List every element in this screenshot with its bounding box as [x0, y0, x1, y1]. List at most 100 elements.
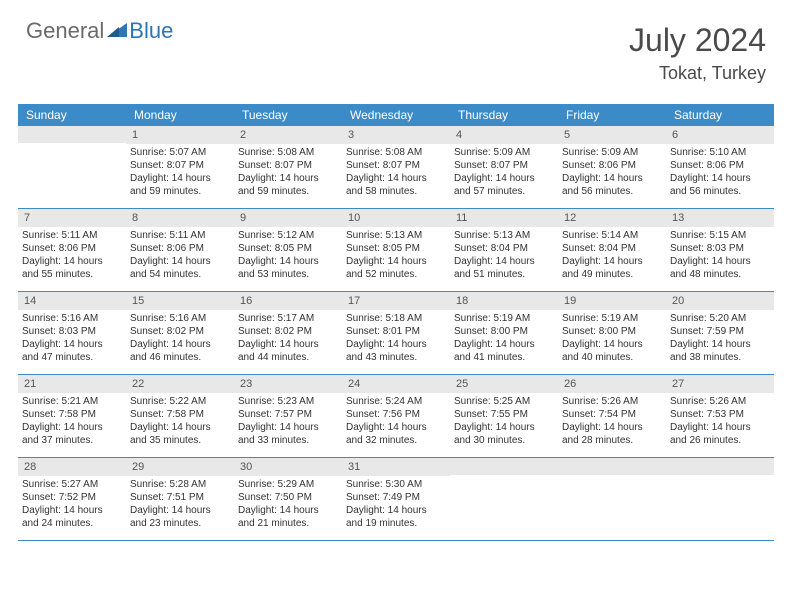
day-line: and 54 minutes. — [130, 268, 230, 281]
day-body: Sunrise: 5:16 AMSunset: 8:02 PMDaylight:… — [126, 310, 234, 370]
day-cell: 5Sunrise: 5:09 AMSunset: 8:06 PMDaylight… — [558, 126, 666, 208]
day-line: Sunrise: 5:16 AM — [130, 312, 230, 325]
day-line: Daylight: 14 hours — [238, 255, 338, 268]
day-line: and 44 minutes. — [238, 351, 338, 364]
header: July 2024 Tokat, Turkey — [629, 22, 766, 84]
day-line: Sunset: 8:04 PM — [562, 242, 662, 255]
day-number: 12 — [558, 209, 666, 227]
day-cell: 20Sunrise: 5:20 AMSunset: 7:59 PMDayligh… — [666, 292, 774, 374]
day-line: and 52 minutes. — [346, 268, 446, 281]
day-body: Sunrise: 5:09 AMSunset: 8:07 PMDaylight:… — [450, 144, 558, 204]
day-body: Sunrise: 5:08 AMSunset: 8:07 PMDaylight:… — [234, 144, 342, 204]
day-cell: 31Sunrise: 5:30 AMSunset: 7:49 PMDayligh… — [342, 458, 450, 540]
day-line: and 33 minutes. — [238, 434, 338, 447]
location: Tokat, Turkey — [629, 63, 766, 84]
day-line: Daylight: 14 hours — [562, 338, 662, 351]
logo-text-part1: General — [26, 18, 104, 44]
weekday-header-cell: Sunday — [18, 104, 126, 126]
day-cell — [666, 458, 774, 540]
day-line: Daylight: 14 hours — [130, 504, 230, 517]
day-cell: 28Sunrise: 5:27 AMSunset: 7:52 PMDayligh… — [18, 458, 126, 540]
day-number: 5 — [558, 126, 666, 144]
day-cell: 25Sunrise: 5:25 AMSunset: 7:55 PMDayligh… — [450, 375, 558, 457]
day-body: Sunrise: 5:21 AMSunset: 7:58 PMDaylight:… — [18, 393, 126, 453]
day-body: Sunrise: 5:16 AMSunset: 8:03 PMDaylight:… — [18, 310, 126, 370]
day-cell: 14Sunrise: 5:16 AMSunset: 8:03 PMDayligh… — [18, 292, 126, 374]
day-cell: 17Sunrise: 5:18 AMSunset: 8:01 PMDayligh… — [342, 292, 450, 374]
day-body: Sunrise: 5:24 AMSunset: 7:56 PMDaylight:… — [342, 393, 450, 453]
day-line: Sunrise: 5:12 AM — [238, 229, 338, 242]
day-body: Sunrise: 5:11 AMSunset: 8:06 PMDaylight:… — [18, 227, 126, 287]
day-line: and 41 minutes. — [454, 351, 554, 364]
day-line: and 43 minutes. — [346, 351, 446, 364]
day-cell: 3Sunrise: 5:08 AMSunset: 8:07 PMDaylight… — [342, 126, 450, 208]
day-number: 26 — [558, 375, 666, 393]
day-line: Sunset: 8:02 PM — [130, 325, 230, 338]
day-line: Sunrise: 5:08 AM — [238, 146, 338, 159]
day-line: and 26 minutes. — [670, 434, 770, 447]
day-line: Sunrise: 5:30 AM — [346, 478, 446, 491]
day-number — [666, 458, 774, 475]
day-line: Sunrise: 5:26 AM — [562, 395, 662, 408]
weekday-header-cell: Saturday — [666, 104, 774, 126]
day-body: Sunrise: 5:07 AMSunset: 8:07 PMDaylight:… — [126, 144, 234, 204]
day-line: Daylight: 14 hours — [562, 255, 662, 268]
day-line: Sunrise: 5:21 AM — [22, 395, 122, 408]
day-body: Sunrise: 5:23 AMSunset: 7:57 PMDaylight:… — [234, 393, 342, 453]
day-line: Sunset: 8:04 PM — [454, 242, 554, 255]
day-body: Sunrise: 5:19 AMSunset: 8:00 PMDaylight:… — [558, 310, 666, 370]
day-body: Sunrise: 5:09 AMSunset: 8:06 PMDaylight:… — [558, 144, 666, 204]
day-number: 31 — [342, 458, 450, 476]
day-cell: 24Sunrise: 5:24 AMSunset: 7:56 PMDayligh… — [342, 375, 450, 457]
day-line: Daylight: 14 hours — [238, 421, 338, 434]
day-line: Daylight: 14 hours — [22, 504, 122, 517]
day-number: 10 — [342, 209, 450, 227]
day-cell: 23Sunrise: 5:23 AMSunset: 7:57 PMDayligh… — [234, 375, 342, 457]
day-line: Daylight: 14 hours — [22, 421, 122, 434]
day-line: Sunset: 8:07 PM — [130, 159, 230, 172]
day-number: 1 — [126, 126, 234, 144]
day-line: Daylight: 14 hours — [454, 338, 554, 351]
day-line: Daylight: 14 hours — [22, 338, 122, 351]
day-body: Sunrise: 5:28 AMSunset: 7:51 PMDaylight:… — [126, 476, 234, 536]
day-cell: 27Sunrise: 5:26 AMSunset: 7:53 PMDayligh… — [666, 375, 774, 457]
day-line: Sunrise: 5:07 AM — [130, 146, 230, 159]
day-line: Sunset: 7:55 PM — [454, 408, 554, 421]
weekday-header-cell: Friday — [558, 104, 666, 126]
day-line: Sunset: 7:56 PM — [346, 408, 446, 421]
day-number: 25 — [450, 375, 558, 393]
day-cell: 8Sunrise: 5:11 AMSunset: 8:06 PMDaylight… — [126, 209, 234, 291]
week-row: 28Sunrise: 5:27 AMSunset: 7:52 PMDayligh… — [18, 458, 774, 541]
day-line: Daylight: 14 hours — [562, 421, 662, 434]
day-line: Sunrise: 5:25 AM — [454, 395, 554, 408]
day-cell: 18Sunrise: 5:19 AMSunset: 8:00 PMDayligh… — [450, 292, 558, 374]
day-number: 30 — [234, 458, 342, 476]
day-line: and 55 minutes. — [22, 268, 122, 281]
day-line: Sunrise: 5:09 AM — [562, 146, 662, 159]
day-line: and 38 minutes. — [670, 351, 770, 364]
day-body: Sunrise: 5:29 AMSunset: 7:50 PMDaylight:… — [234, 476, 342, 536]
day-line: Daylight: 14 hours — [670, 172, 770, 185]
day-number: 14 — [18, 292, 126, 310]
day-line: Sunset: 8:03 PM — [22, 325, 122, 338]
day-number: 2 — [234, 126, 342, 144]
weekday-header-cell: Thursday — [450, 104, 558, 126]
day-number: 29 — [126, 458, 234, 476]
day-line: and 57 minutes. — [454, 185, 554, 198]
day-line: Daylight: 14 hours — [346, 504, 446, 517]
day-line: Daylight: 14 hours — [346, 338, 446, 351]
week-row: 21Sunrise: 5:21 AMSunset: 7:58 PMDayligh… — [18, 375, 774, 458]
day-number: 23 — [234, 375, 342, 393]
day-number: 24 — [342, 375, 450, 393]
day-line: Sunset: 7:54 PM — [562, 408, 662, 421]
day-line: Daylight: 14 hours — [130, 421, 230, 434]
month-title: July 2024 — [629, 22, 766, 59]
day-line: Sunrise: 5:29 AM — [238, 478, 338, 491]
day-number: 28 — [18, 458, 126, 476]
day-line: Daylight: 14 hours — [238, 504, 338, 517]
day-line: and 51 minutes. — [454, 268, 554, 281]
day-body: Sunrise: 5:26 AMSunset: 7:53 PMDaylight:… — [666, 393, 774, 453]
day-number: 8 — [126, 209, 234, 227]
day-line: Sunrise: 5:13 AM — [454, 229, 554, 242]
day-cell: 6Sunrise: 5:10 AMSunset: 8:06 PMDaylight… — [666, 126, 774, 208]
